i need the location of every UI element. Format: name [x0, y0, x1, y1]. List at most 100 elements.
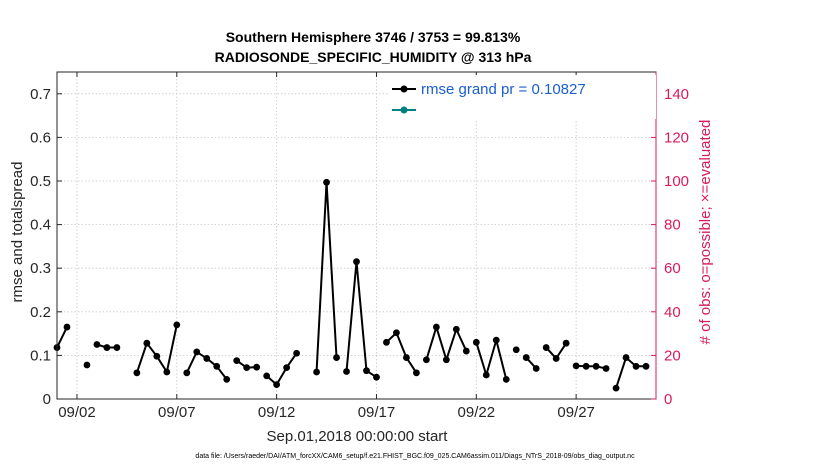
y-left-tick-label: 0 — [43, 391, 51, 408]
rmse-line-segment — [615, 356, 647, 389]
rmse-line-segment — [56, 326, 68, 348]
rmse-point — [403, 354, 410, 361]
rmse-point — [602, 365, 610, 372]
rmse-line-segment — [475, 339, 508, 380]
plot-area — [57, 72, 656, 399]
rmse-line-segment — [345, 260, 378, 379]
legend-box — [388, 75, 656, 119]
rmse-point — [93, 341, 101, 348]
rmse-point — [203, 355, 211, 362]
legend: rmse grand pr = 0.10827 — [388, 75, 656, 119]
rmse-line-segment — [265, 352, 298, 386]
x-tick-label: 09/22 — [458, 404, 496, 421]
y-axis-right-label: # of obs: o=possible; ×=evaluated — [697, 120, 714, 345]
rmse-point — [133, 369, 141, 377]
legend-spread-marker — [400, 106, 408, 114]
rmse-point — [333, 354, 340, 361]
x-tick-label: 09/07 — [158, 404, 196, 421]
rmse-point — [413, 369, 420, 377]
rmse-point — [113, 344, 121, 351]
y-right-tick-label: 100 — [664, 173, 689, 190]
y-left-tick-label: 0.5 — [30, 173, 51, 190]
rmse-point — [63, 323, 71, 331]
rmse-point — [263, 372, 271, 380]
y-right-tick-label: 80 — [664, 217, 681, 234]
rmse-point — [612, 384, 620, 392]
rmse-point — [243, 364, 251, 372]
rmse-point — [193, 348, 201, 356]
rmse-point — [363, 367, 370, 375]
y-right-tick-label: 20 — [664, 347, 681, 364]
rmse-point — [143, 339, 151, 347]
x-tick-label: 09/27 — [557, 404, 595, 421]
y-left-tick-label: 0.1 — [30, 347, 51, 364]
rmse-point — [373, 373, 380, 381]
footer-data-file: data file: /Users/raeder/DAI/ATM_forcXX/… — [195, 453, 635, 460]
rmse-point — [393, 329, 400, 337]
rmse-point — [422, 356, 430, 364]
x-tick-label: 09/12 — [258, 404, 296, 421]
rmse-point — [472, 338, 480, 346]
rmse-point — [343, 368, 350, 375]
y-axis-left-label: rmse and totalspread — [9, 162, 26, 303]
rmse-point — [83, 361, 91, 369]
rmse-point — [462, 347, 470, 355]
rmse-point — [163, 368, 171, 376]
y-left-tick-label: 0.3 — [30, 260, 51, 277]
axes-layer: 09/02 09/07 09/12 09/17 09/22 09/27 0 0.1 0.2 0.3… — [30, 71, 689, 421]
rmse-point — [432, 323, 440, 331]
rmse-point — [273, 381, 281, 389]
y-left-tick-label: 0.2 — [30, 304, 51, 321]
rmse-point — [572, 362, 580, 370]
y-right-tick-label: 140 — [664, 86, 689, 103]
y-left-tick-label: 0.4 — [30, 217, 51, 234]
rmse-point — [582, 362, 590, 370]
rmse-point — [223, 375, 231, 383]
rmse-point — [283, 364, 291, 372]
x-axis-label: Sep.01,2018 00:00:00 start — [267, 428, 449, 445]
y-right-tick-label: 0 — [664, 391, 672, 408]
rmse-point — [442, 356, 450, 364]
series-layer — [53, 178, 650, 392]
rmse-point — [153, 352, 161, 360]
rmse-point — [552, 355, 560, 362]
rmse-point — [383, 338, 390, 346]
rmse-point — [353, 258, 360, 266]
y-right-tick-label: 40 — [664, 304, 681, 321]
rmse-point — [632, 362, 640, 370]
legend-rmse-label: rmse grand pr = 0.10827 — [421, 81, 586, 98]
rmse-point — [183, 369, 191, 377]
rmse-point — [492, 336, 500, 344]
rmse-point — [522, 354, 530, 361]
rmse-point — [502, 375, 510, 383]
rmse-point — [213, 362, 221, 370]
legend-rmse-marker — [400, 85, 408, 93]
chart-title-line1: Southern Hemisphere 3746 / 3753 = 99.813… — [226, 29, 521, 45]
rmse-point — [233, 357, 241, 365]
y-right-tick-label: 60 — [664, 260, 681, 277]
rmse-point — [452, 325, 460, 333]
x-tick-label: 09/17 — [358, 404, 396, 421]
rmse-point — [512, 346, 520, 354]
rmse-point — [482, 371, 490, 379]
chart-title-line2: RADIOSONDE_SPECIFIC_HUMIDITY @ 313 hPa — [215, 49, 532, 65]
y-left-tick-label: 0.6 — [30, 129, 51, 146]
rmse-point — [253, 363, 261, 371]
rmse-point — [323, 178, 330, 186]
rmse-point — [313, 368, 320, 376]
rmse-point — [293, 349, 300, 357]
rmse-point — [173, 321, 181, 329]
x-tick-label: 09/02 — [58, 404, 96, 421]
rmse-point — [642, 362, 650, 370]
rmse-point — [542, 344, 550, 351]
rmse-line-segment — [385, 331, 418, 374]
rmse-point — [592, 362, 600, 370]
rmse-point — [103, 344, 111, 351]
rmse-point — [562, 339, 570, 347]
rmse-point — [622, 354, 630, 361]
y-right-tick-label: 120 — [664, 129, 689, 146]
grid-layer — [57, 72, 656, 400]
rmse-line-segment — [576, 364, 607, 370]
y-left-tick-label: 0.7 — [30, 86, 51, 103]
